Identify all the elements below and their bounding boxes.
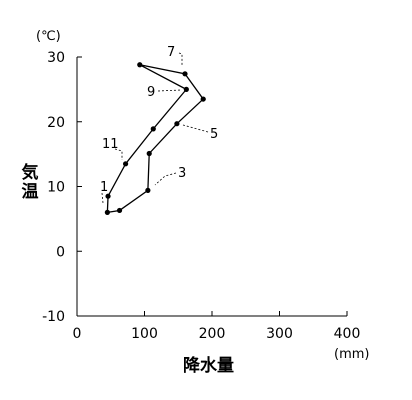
leader-line-1 xyxy=(101,192,104,204)
annotation-month-1: 1 xyxy=(100,180,108,195)
leader-line-11 xyxy=(114,148,123,160)
y-axis-title-char: 温 xyxy=(22,182,39,202)
annotation-month-11: 11 xyxy=(102,137,119,152)
data-point-month-4 xyxy=(146,150,152,157)
data-point-month-6 xyxy=(200,96,206,102)
annotation-month-3: 3 xyxy=(178,166,186,181)
x-tick-label: 200 xyxy=(199,326,226,342)
data-point-month-7 xyxy=(182,71,188,77)
y-tick-label: 0 xyxy=(56,244,65,260)
y-tick-label: 10 xyxy=(47,180,65,196)
data-point-month-10 xyxy=(150,126,156,132)
data-point-month-11 xyxy=(123,161,129,167)
x-tick-label: 400 xyxy=(334,326,361,342)
data-point-month-5 xyxy=(174,121,180,127)
y-tick-label: -10 xyxy=(42,309,65,325)
data-point-month-12 xyxy=(105,193,111,199)
data-point-month-1 xyxy=(104,209,110,215)
axes xyxy=(76,57,347,317)
annotation-month-7: 7 xyxy=(167,45,175,60)
data-point-month-2 xyxy=(116,207,123,214)
x-tick-label: 100 xyxy=(131,326,158,342)
leader-line-3 xyxy=(154,172,177,186)
annotation-month-5: 5 xyxy=(210,127,218,142)
data-point-month-9 xyxy=(183,86,189,92)
x-tick-label: 300 xyxy=(266,326,293,342)
y-tick-label: 20 xyxy=(47,115,65,131)
x-axis-unit: (mm) xyxy=(334,347,369,362)
data-point-month-3 xyxy=(145,187,151,193)
series-line xyxy=(106,64,205,214)
x-axis-title: 降水量 xyxy=(183,355,234,376)
y-tick-label: 30 xyxy=(47,50,65,66)
data-point-month-8 xyxy=(137,62,143,68)
leader-line-7 xyxy=(178,52,183,66)
y-axis-unit: (℃) xyxy=(36,29,61,44)
annotation-month-9: 9 xyxy=(147,85,155,100)
annotations: 1 3 5 7 9 11 xyxy=(100,45,218,195)
x-tick-label: 0 xyxy=(73,326,82,342)
leader-line-9 xyxy=(157,89,182,92)
series-climate xyxy=(104,62,206,215)
annotation-leaders xyxy=(101,52,209,204)
leader-line-5 xyxy=(182,124,209,133)
y-axis-title-char: 気 xyxy=(21,162,39,183)
y-axis-title: 気温 xyxy=(21,162,39,202)
